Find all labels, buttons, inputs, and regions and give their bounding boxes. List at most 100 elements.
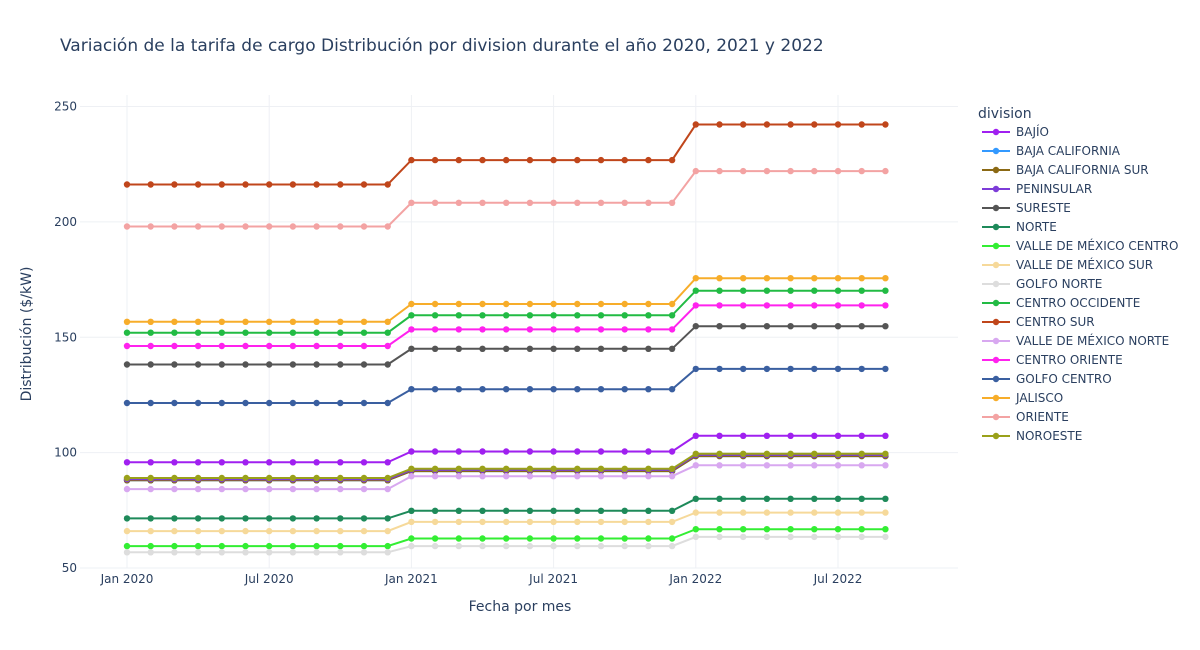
data-point[interactable] xyxy=(431,386,439,393)
data-point[interactable] xyxy=(882,275,889,282)
data-point[interactable] xyxy=(313,459,320,466)
data-point[interactable] xyxy=(763,462,771,469)
data-point[interactable] xyxy=(289,361,297,368)
data-point[interactable] xyxy=(408,326,415,333)
data-point[interactable] xyxy=(123,223,131,230)
data-point[interactable] xyxy=(289,342,297,350)
data-point[interactable] xyxy=(194,223,202,230)
data-point[interactable] xyxy=(550,156,557,164)
data-point[interactable] xyxy=(834,526,842,533)
data-point[interactable] xyxy=(123,181,131,188)
data-point[interactable] xyxy=(360,329,368,336)
data-point[interactable] xyxy=(526,518,534,526)
data-point[interactable] xyxy=(313,515,320,522)
data-point[interactable] xyxy=(171,181,178,188)
data-point[interactable] xyxy=(360,542,368,550)
data-point[interactable] xyxy=(858,167,865,175)
data-point[interactable] xyxy=(171,527,178,535)
data-point[interactable] xyxy=(147,527,154,535)
data-point[interactable] xyxy=(668,448,676,455)
data-point[interactable] xyxy=(621,507,628,514)
data-point[interactable] xyxy=(811,509,818,516)
data-point[interactable] xyxy=(811,432,818,439)
data-point[interactable] xyxy=(692,121,699,128)
data-point[interactable] xyxy=(337,542,344,550)
data-point[interactable] xyxy=(171,361,178,368)
data-point[interactable] xyxy=(360,549,368,556)
data-point[interactable] xyxy=(171,549,178,556)
data-point[interactable] xyxy=(455,386,462,393)
data-point[interactable] xyxy=(266,342,273,350)
data-point[interactable] xyxy=(834,167,842,175)
data-point[interactable] xyxy=(218,181,225,188)
data-point[interactable] xyxy=(740,533,747,541)
data-point[interactable] xyxy=(479,518,486,526)
data-point[interactable] xyxy=(147,318,154,325)
data-point[interactable] xyxy=(787,533,794,541)
data-point[interactable] xyxy=(408,345,415,352)
data-point[interactable] xyxy=(597,326,605,333)
data-point[interactable] xyxy=(834,533,842,541)
data-point[interactable] xyxy=(787,323,794,330)
data-point[interactable] xyxy=(194,474,202,482)
data-point[interactable] xyxy=(242,542,249,550)
data-point[interactable] xyxy=(123,542,131,550)
data-point[interactable] xyxy=(408,542,415,550)
data-point[interactable] xyxy=(218,342,225,350)
data-point[interactable] xyxy=(313,549,320,556)
data-point[interactable] xyxy=(668,326,676,333)
data-point[interactable] xyxy=(431,300,439,308)
data-point[interactable] xyxy=(668,507,676,514)
data-point[interactable] xyxy=(384,542,391,550)
data-point[interactable] xyxy=(574,300,581,308)
data-point[interactable] xyxy=(787,275,794,282)
data-point[interactable] xyxy=(479,300,486,308)
data-point[interactable] xyxy=(384,459,391,466)
data-point[interactable] xyxy=(408,465,415,472)
data-point[interactable] xyxy=(360,181,368,188)
data-point[interactable] xyxy=(431,448,439,455)
data-point[interactable] xyxy=(123,318,131,325)
data-point[interactable] xyxy=(479,535,486,542)
data-point[interactable] xyxy=(882,526,889,533)
data-point[interactable] xyxy=(834,302,842,309)
data-point[interactable] xyxy=(218,459,225,466)
data-point[interactable] xyxy=(503,518,510,526)
data-point[interactable] xyxy=(266,223,273,230)
data-point[interactable] xyxy=(313,399,320,407)
data-point[interactable] xyxy=(171,515,178,522)
data-point[interactable] xyxy=(266,515,273,522)
data-point[interactable] xyxy=(740,495,747,502)
data-point[interactable] xyxy=(550,465,557,472)
data-point[interactable] xyxy=(503,312,510,319)
data-point[interactable] xyxy=(811,533,818,541)
legend-item[interactable]: JALISCO xyxy=(982,391,1063,405)
legend-item[interactable]: GOLFO CENTRO xyxy=(982,372,1112,386)
data-point[interactable] xyxy=(526,156,534,164)
data-point[interactable] xyxy=(811,526,818,533)
data-point[interactable] xyxy=(882,302,889,309)
data-point[interactable] xyxy=(289,542,297,550)
data-point[interactable] xyxy=(550,312,557,319)
data-point[interactable] xyxy=(787,450,794,457)
data-point[interactable] xyxy=(503,507,510,514)
data-point[interactable] xyxy=(360,474,368,482)
data-point[interactable] xyxy=(218,399,225,407)
data-point[interactable] xyxy=(123,474,131,482)
data-point[interactable] xyxy=(550,345,557,352)
data-point[interactable] xyxy=(313,485,320,493)
data-point[interactable] xyxy=(597,507,605,514)
data-point[interactable] xyxy=(621,156,628,164)
data-point[interactable] xyxy=(147,329,154,336)
data-point[interactable] xyxy=(834,432,842,439)
data-point[interactable] xyxy=(574,312,581,319)
data-point[interactable] xyxy=(550,199,557,206)
data-point[interactable] xyxy=(526,448,534,455)
data-point[interactable] xyxy=(479,326,486,333)
data-point[interactable] xyxy=(787,526,794,533)
data-point[interactable] xyxy=(621,518,628,526)
data-point[interactable] xyxy=(171,329,178,336)
data-point[interactable] xyxy=(455,300,462,308)
data-point[interactable] xyxy=(811,167,818,175)
data-point[interactable] xyxy=(431,473,439,480)
